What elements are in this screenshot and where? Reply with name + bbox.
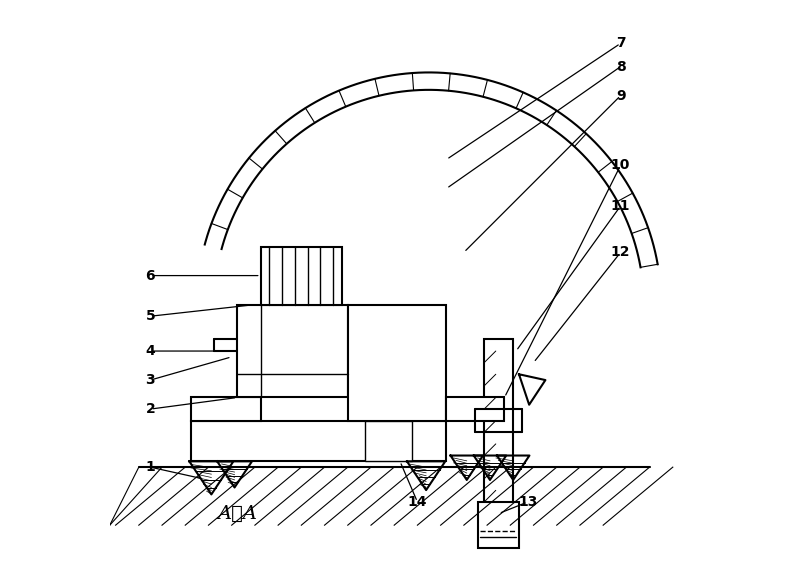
- Text: 11: 11: [611, 199, 630, 213]
- Text: 14: 14: [408, 495, 427, 509]
- Text: 10: 10: [611, 158, 630, 172]
- Bar: [238, 305, 348, 397]
- Text: 12: 12: [611, 246, 630, 260]
- Text: 7: 7: [616, 36, 626, 50]
- Text: A－A: A－A: [218, 505, 258, 523]
- Text: 5: 5: [146, 309, 155, 323]
- Bar: [348, 305, 446, 421]
- Text: 9: 9: [616, 88, 626, 103]
- Bar: [191, 421, 446, 461]
- Bar: [261, 247, 342, 305]
- Bar: [484, 339, 513, 513]
- Text: 1: 1: [146, 460, 155, 474]
- Bar: [365, 421, 412, 461]
- Text: 4: 4: [146, 344, 155, 358]
- Bar: [446, 397, 505, 421]
- Text: 3: 3: [146, 373, 155, 387]
- Text: 13: 13: [518, 495, 538, 509]
- Text: 6: 6: [146, 268, 155, 282]
- Bar: [478, 502, 519, 548]
- Text: 2: 2: [146, 402, 155, 416]
- Text: 8: 8: [616, 60, 626, 74]
- Bar: [191, 397, 261, 421]
